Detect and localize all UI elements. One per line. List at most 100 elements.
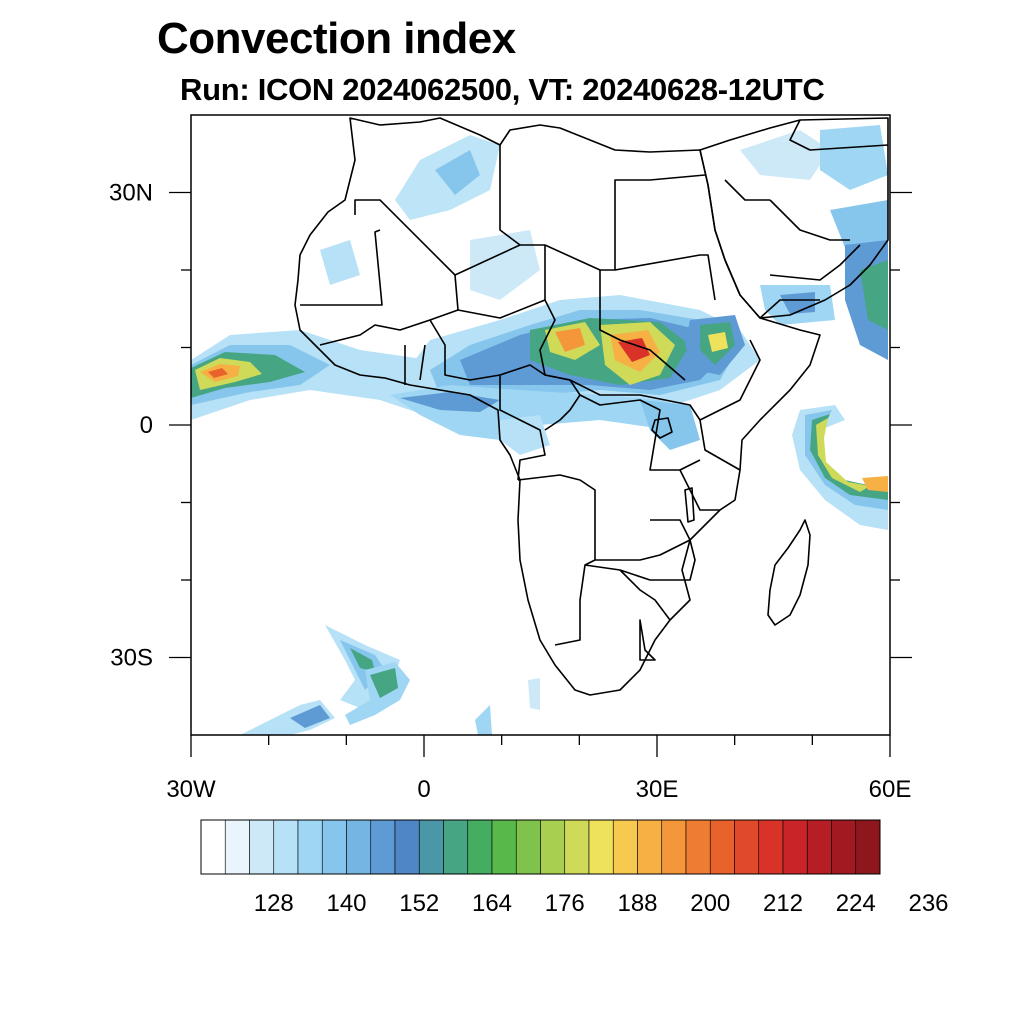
field-patch (810, 414, 888, 500)
lat-tick-label: 0 (140, 412, 153, 439)
colorbar-frame (200, 819, 881, 875)
lon-tick-label: 0 (417, 776, 430, 803)
colorbar-label: 140 (326, 890, 366, 917)
border (544, 174, 706, 271)
colorbar: 128 140 152 164 176 188 200 212 224 236 (200, 819, 949, 917)
field-patch (470, 230, 540, 300)
field-patch (240, 700, 335, 735)
field-patch (350, 648, 375, 672)
field-patch (208, 368, 228, 378)
colorbar-label: 152 (399, 890, 439, 917)
colorbar-label: 128 (254, 890, 294, 917)
colorbar-label: 164 (472, 890, 512, 917)
madagascar-coast (767, 519, 811, 626)
border (429, 319, 546, 381)
field-patch (708, 332, 728, 352)
colorbar-box (734, 819, 760, 875)
border (599, 270, 686, 381)
map-subtitle: Run: ICON 2024062500, VT: 20240628-12UTC (180, 72, 825, 107)
lake (684, 487, 695, 523)
field-patch (618, 338, 650, 362)
lon-tick-label: 60E (869, 776, 912, 803)
border (544, 374, 581, 431)
lake (651, 417, 673, 439)
border (724, 179, 770, 201)
border (517, 474, 691, 561)
colorbar-label: 188 (617, 890, 657, 917)
field-patch (820, 125, 888, 190)
field-patch (290, 705, 330, 728)
colorbar-box (224, 819, 250, 875)
axis-tick-labels: 30W 0 30E 60E 30N 0 30S (109, 180, 911, 804)
colorbar-box (297, 819, 323, 875)
border (769, 199, 850, 241)
colorbar-label: 224 (836, 890, 876, 917)
field-patch (500, 415, 550, 455)
border (650, 519, 691, 541)
field-patch (320, 240, 360, 285)
border (499, 145, 521, 246)
field-patch (740, 130, 830, 180)
map-title: Convection index (157, 14, 516, 63)
border (619, 539, 696, 581)
field-patch (860, 260, 888, 330)
border (419, 344, 426, 381)
colorbar-box (685, 819, 711, 875)
border (584, 564, 671, 621)
colorbar-box (637, 819, 663, 875)
border (454, 244, 546, 319)
lon-tick-label: 30W (166, 776, 216, 803)
border (639, 619, 656, 661)
colorbar-box (709, 819, 735, 875)
colorbar-box (491, 819, 517, 875)
border (699, 419, 741, 471)
convection-field (191, 125, 888, 735)
border (679, 469, 720, 511)
colorbar-box (273, 819, 299, 875)
colorbar-box (782, 819, 808, 875)
colorbar-box (418, 819, 444, 875)
axis-ticks (169, 191, 912, 757)
lat-tick-label: 30S (110, 645, 153, 672)
border (614, 254, 716, 301)
colorbar-box (346, 819, 372, 875)
border (554, 559, 596, 646)
colorbar-box (321, 819, 347, 875)
border (499, 375, 546, 481)
colorbar-label: 176 (545, 890, 585, 917)
country-borders (294, 117, 889, 696)
field-patch (475, 705, 492, 735)
field-patch (528, 678, 540, 710)
colorbar-label: 236 (908, 890, 948, 917)
colorbar-box (564, 819, 590, 875)
arabia-coast (699, 117, 889, 319)
colorbar-box (540, 819, 566, 875)
colorbar-box (758, 819, 784, 875)
border (354, 199, 521, 276)
border (769, 244, 861, 281)
field-patch (435, 150, 480, 195)
colorbar-box (806, 819, 832, 875)
colorbar-label: 212 (763, 890, 803, 917)
colorbar-box (370, 819, 396, 875)
field-patch (862, 476, 888, 492)
border (699, 339, 761, 421)
colorbar-box (394, 819, 420, 875)
colorbar-box (661, 819, 687, 875)
border (569, 379, 701, 421)
colorbar-label: 200 (690, 890, 730, 917)
colorbar-box (588, 819, 614, 875)
colorbar-box (831, 819, 857, 875)
field-patch (370, 668, 398, 698)
field-patch (555, 328, 585, 352)
colorbar-box (200, 819, 226, 875)
colorbar-box (249, 819, 275, 875)
colorbar-box (855, 819, 881, 875)
border (789, 119, 889, 151)
border (300, 229, 383, 306)
colorbar-box (443, 819, 469, 875)
colorbar-box (612, 819, 638, 875)
lon-tick-label: 30E (636, 776, 679, 803)
border (579, 394, 701, 471)
